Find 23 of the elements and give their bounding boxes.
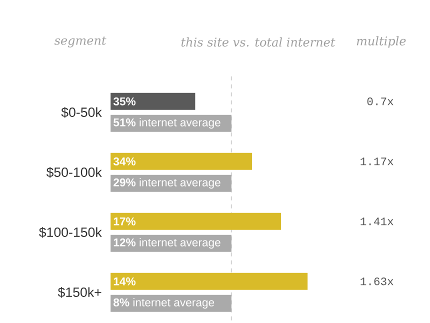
y-tick-label: $100-150k (39, 226, 102, 238)
bar (110, 272, 308, 290)
y-tick-label: $150k+ (58, 286, 102, 298)
bar (110, 92, 196, 110)
annotation: 34% (113, 157, 136, 166)
annotation: 12% internet average (114, 238, 220, 249)
data-label: 1.17x (360, 158, 394, 166)
bar (110, 212, 281, 230)
text: multiple (356, 36, 406, 48)
y-tick-label: $50-100k (46, 166, 102, 178)
annotation: 8% internet average (114, 298, 214, 309)
data-label: 1.63x (360, 278, 394, 286)
text: this site vs. total internet (181, 37, 336, 47)
bar (110, 152, 252, 170)
y-tick-label: $0-50k (61, 106, 102, 118)
annotation: 14% (114, 277, 136, 286)
text: segment (54, 36, 106, 48)
data-label: 1.41x (360, 218, 394, 226)
annotation: 17% (114, 217, 136, 226)
annotation: 51% internet average (114, 118, 220, 129)
annotation: 35% (113, 97, 136, 106)
annotation: 29% internet average (114, 178, 220, 189)
data-label: 0.7x (367, 98, 394, 106)
